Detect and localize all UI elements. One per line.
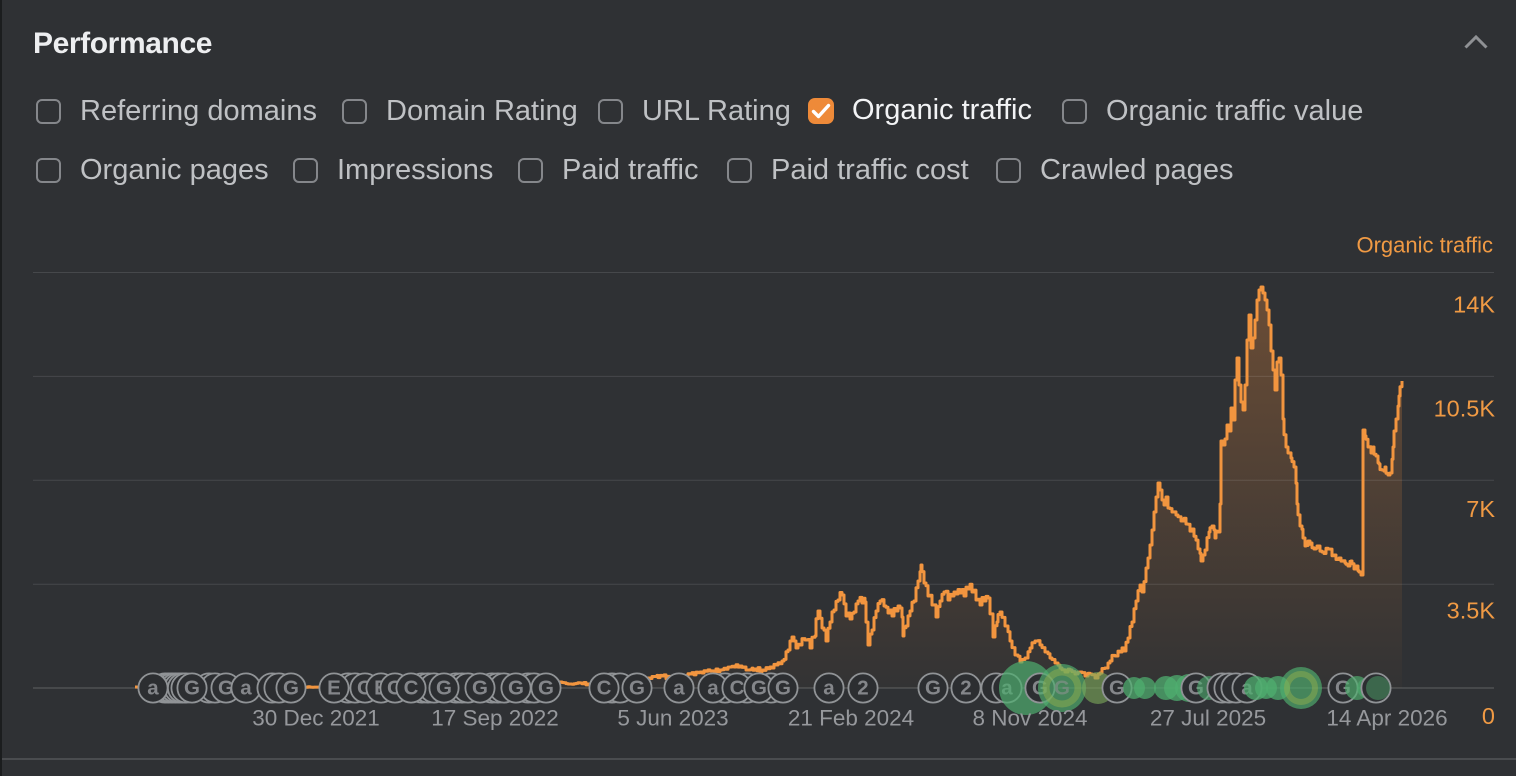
svg-text:21 Feb 2024: 21 Feb 2024 [788,706,914,731]
svg-text:17 Sep 2022: 17 Sep 2022 [431,706,559,731]
svg-text:a: a [673,677,685,700]
svg-text:G: G [218,677,234,700]
svg-text:G: G [184,677,200,700]
svg-text:G: G [436,677,452,700]
svg-text:G: G [1109,677,1125,700]
svg-text:G: G [538,677,554,700]
svg-text:C: C [730,677,745,700]
svg-text:30 Dec 2021: 30 Dec 2021 [252,706,380,731]
svg-text:E: E [327,677,341,700]
svg-text:a: a [147,677,159,700]
svg-text:10.5K: 10.5K [1434,396,1496,422]
svg-text:C: C [404,677,419,700]
svg-text:3.5K: 3.5K [1447,598,1496,624]
svg-text:2: 2 [960,677,971,700]
svg-text:G: G [472,677,488,700]
svg-text:Organic traffic: Organic traffic [1356,233,1493,258]
svg-text:14K: 14K [1453,292,1495,318]
svg-text:G: G [1054,677,1070,700]
svg-text:G: G [508,677,524,700]
svg-text:27 Jul 2025: 27 Jul 2025 [1150,706,1266,731]
svg-text:G: G [925,677,941,700]
svg-text:a: a [707,677,719,700]
svg-text:G: G [751,677,767,700]
svg-text:8 Nov 2024: 8 Nov 2024 [972,706,1087,731]
svg-text:14 Apr 2026: 14 Apr 2026 [1326,706,1447,731]
svg-text:G: G [283,677,299,700]
svg-text:G: G [629,677,645,700]
svg-text:5 Jun 2023: 5 Jun 2023 [617,706,728,731]
svg-text:a: a [240,677,252,700]
svg-text:G: G [775,677,791,700]
svg-text:2: 2 [857,677,868,700]
svg-text:C: C [597,677,612,700]
svg-text:a: a [823,677,835,700]
svg-text:7K: 7K [1466,496,1495,522]
svg-text:0: 0 [1482,703,1495,729]
